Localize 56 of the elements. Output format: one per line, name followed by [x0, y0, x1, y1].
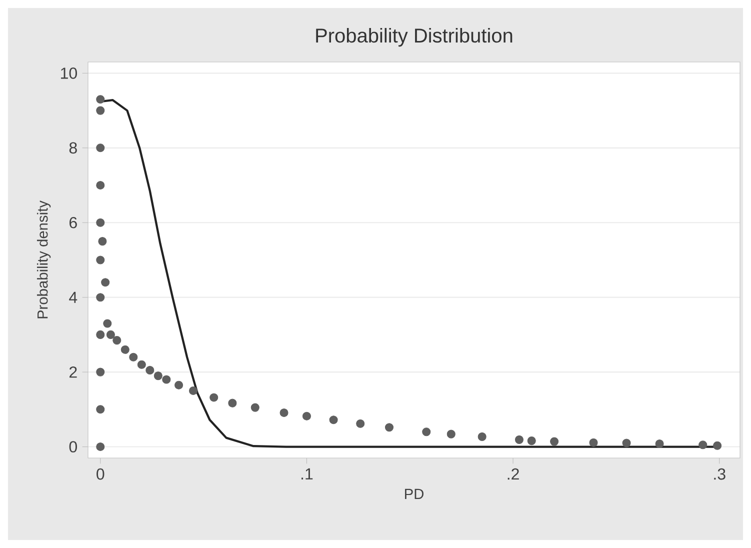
point: [96, 368, 105, 376]
point: [514, 435, 524, 444]
point: [96, 256, 105, 264]
point: [154, 372, 162, 380]
y-tick-label: 8: [69, 142, 77, 154]
point: [98, 237, 107, 246]
point: [96, 144, 105, 152]
point: [96, 95, 105, 104]
point: [422, 428, 431, 436]
point: [129, 352, 138, 362]
point: [446, 430, 456, 438]
y-tick-label: 10: [61, 68, 77, 79]
point: [174, 380, 184, 390]
point: [655, 440, 664, 448]
y-axis-title: Probability density: [36, 200, 51, 318]
point: [478, 432, 486, 441]
y-tick-label: 4: [69, 292, 78, 303]
point: [120, 345, 130, 354]
x-tick-label: .3: [714, 468, 726, 480]
point: [622, 438, 631, 448]
point: [96, 218, 105, 227]
point: [112, 336, 122, 345]
y-tick-label: 0: [69, 441, 77, 452]
point: [96, 405, 105, 414]
point: [96, 293, 105, 302]
y-tick-label: 6: [70, 216, 77, 228]
point: [527, 436, 536, 446]
point: [106, 330, 115, 339]
point: [280, 408, 288, 418]
y-tick-label: 2: [69, 366, 77, 378]
point: [103, 319, 112, 328]
point: [356, 419, 365, 428]
point: [146, 366, 154, 374]
x-axis-title: PD: [405, 488, 424, 499]
point: [96, 181, 105, 190]
point: [250, 403, 260, 412]
point: [384, 423, 394, 432]
point: [188, 386, 198, 396]
point: [96, 442, 105, 452]
x-tick-label: 0: [96, 468, 104, 480]
point: [210, 393, 218, 402]
point: [302, 412, 311, 420]
point: [137, 360, 146, 369]
point: [228, 398, 237, 408]
point: [698, 440, 708, 450]
point: [101, 278, 110, 287]
point: [329, 416, 338, 424]
point: [96, 106, 105, 115]
point: [589, 438, 598, 447]
x-tick-label: .1: [302, 468, 313, 480]
x-tick-label: .2: [508, 468, 519, 480]
point: [96, 330, 105, 339]
point: [162, 375, 171, 384]
point: [550, 437, 559, 446]
point: [713, 441, 722, 450]
chart-title: Probability Distribution: [316, 28, 512, 47]
